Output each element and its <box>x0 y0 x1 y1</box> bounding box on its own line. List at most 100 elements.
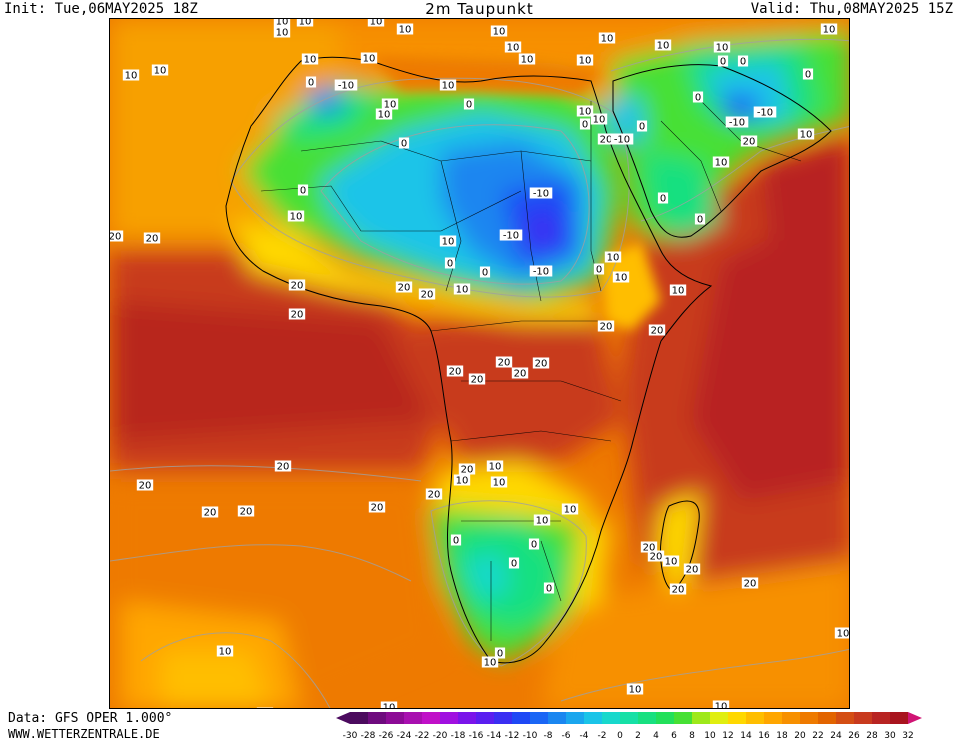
website-link[interactable]: WWW.WETTERZENTRALE.DE <box>8 727 160 741</box>
contour-label: 20 <box>535 359 548 370</box>
contour-label-bg <box>122 69 140 81</box>
contour-label-bg <box>640 541 658 553</box>
contour-label-bg <box>604 251 622 263</box>
contour-label-bg <box>237 505 255 517</box>
legend-swatch <box>386 712 404 724</box>
legend-swatch <box>656 712 674 724</box>
legend-tick-label: 6 <box>671 731 677 741</box>
contour-label: 20 <box>449 367 462 378</box>
contour-label-bg <box>494 647 506 659</box>
country-borders <box>260 100 802 641</box>
contour-label-bg <box>533 514 551 526</box>
contour-label: 10 <box>536 516 549 527</box>
contour-label: 10 <box>299 19 312 28</box>
contour-label: 0 <box>720 57 726 68</box>
valid-time: Valid: Thu,08MAY2025 15Z <box>750 1 953 17</box>
contour-label-bg <box>834 627 849 639</box>
contour-label: 10 <box>384 100 397 111</box>
contour-label-bg <box>657 192 669 204</box>
legend-tick-label: 28 <box>866 731 878 741</box>
contour-label: 20 <box>398 283 411 294</box>
contour-label-bg <box>305 76 317 88</box>
contour-label-bg <box>597 133 615 145</box>
contour-label-bg <box>381 98 399 110</box>
contour-label-bg <box>590 113 608 125</box>
contour-label-bg <box>463 98 475 110</box>
contour-label: 10 <box>493 478 506 489</box>
contour-label: 10 <box>456 285 469 296</box>
contour-label: 0 <box>660 194 666 205</box>
contour-label: 0 <box>805 70 811 81</box>
contour-label-bg <box>753 106 777 118</box>
contour-label: 20 <box>686 565 699 576</box>
contour-label: 20 <box>643 543 656 554</box>
contour-label-bg <box>288 308 306 320</box>
contour-label: 10 <box>615 273 628 284</box>
contour-label-bg <box>669 583 687 595</box>
map-title: 2m Taupunkt <box>425 0 534 18</box>
contour-label: 0 <box>300 186 306 197</box>
contour-label-bg <box>741 577 759 589</box>
contour-label: 20 <box>146 234 159 245</box>
contour-label: -10 <box>533 267 549 278</box>
color-legend: -30 -28 -26 -24 -22 -20 -18 -16 -14 -12 -10 -8 -6 -4-… <box>336 711 956 745</box>
contour-label-bg <box>274 460 292 472</box>
contour-label: -10 <box>614 135 630 146</box>
contour-label-bg <box>481 656 499 668</box>
contour-label: -10 <box>533 189 549 200</box>
legend-swatch <box>476 712 494 724</box>
contour-label-bg <box>504 41 522 53</box>
contour-label: 10 <box>837 629 850 640</box>
legend-tick-label: -20 <box>433 731 448 741</box>
legend-swatch <box>584 712 602 724</box>
contour-label-bg <box>216 645 234 657</box>
contour-label-bg <box>532 357 550 369</box>
contour-label-bg <box>143 232 161 244</box>
contour-label: 20 <box>277 462 290 473</box>
contour-label: 0 <box>531 540 537 551</box>
legend-tick-label: 10 <box>704 731 716 741</box>
contour-label-bg <box>737 55 749 67</box>
dewpoint-map[interactable]: 10 10 10 10 10 10 10 10 10 10 10 10 10 10 10 0 0 10 10 0 -10… <box>109 18 850 709</box>
contour-label: 10 <box>442 237 455 248</box>
legend-swatch <box>692 712 710 724</box>
contour-label-bg <box>458 463 476 475</box>
contour-label: 0 <box>308 78 314 89</box>
contour-label-bg <box>543 582 555 594</box>
contour-label-bg <box>287 210 305 222</box>
contour-label-bg <box>151 64 169 76</box>
contour-label-bg <box>712 700 730 708</box>
legend-swatch <box>620 712 638 724</box>
contour-label: 0 <box>401 139 407 150</box>
contour-label-bg <box>273 19 291 27</box>
contour-label-bg <box>201 506 219 518</box>
legend-swatch <box>800 712 818 724</box>
contour-label-bg <box>802 68 814 80</box>
contour-label: 10 <box>564 505 577 516</box>
legend-swatch <box>890 712 908 724</box>
contour-label-bg <box>396 23 414 35</box>
contour-label-bg <box>669 284 687 296</box>
contour-label: 10 <box>484 658 497 669</box>
contour-label: 20 <box>421 290 434 301</box>
contour-label: 10 <box>593 115 606 126</box>
contour-label: 20 <box>461 465 474 476</box>
contour-label: -10 <box>503 231 519 242</box>
legend-tick-label: 24 <box>830 731 842 741</box>
contour-label-bg <box>713 41 731 53</box>
contour-label-bg <box>597 320 615 332</box>
legend-swatch <box>368 712 386 724</box>
legend-swatch <box>404 712 422 724</box>
legend-tick-label: 16 <box>758 731 770 741</box>
contour-label-bg <box>444 257 456 269</box>
contour-label: 10 <box>607 253 620 264</box>
contour-label-bg <box>579 118 591 130</box>
contour-label: 10 <box>629 685 642 696</box>
contour-label-bg <box>446 365 464 377</box>
contour-label-bg <box>694 213 706 225</box>
contour-label: 10 <box>383 703 396 710</box>
legend-tick-label: -6 <box>562 731 571 741</box>
legend-swatch <box>764 712 782 724</box>
legend-swatch <box>782 712 800 724</box>
